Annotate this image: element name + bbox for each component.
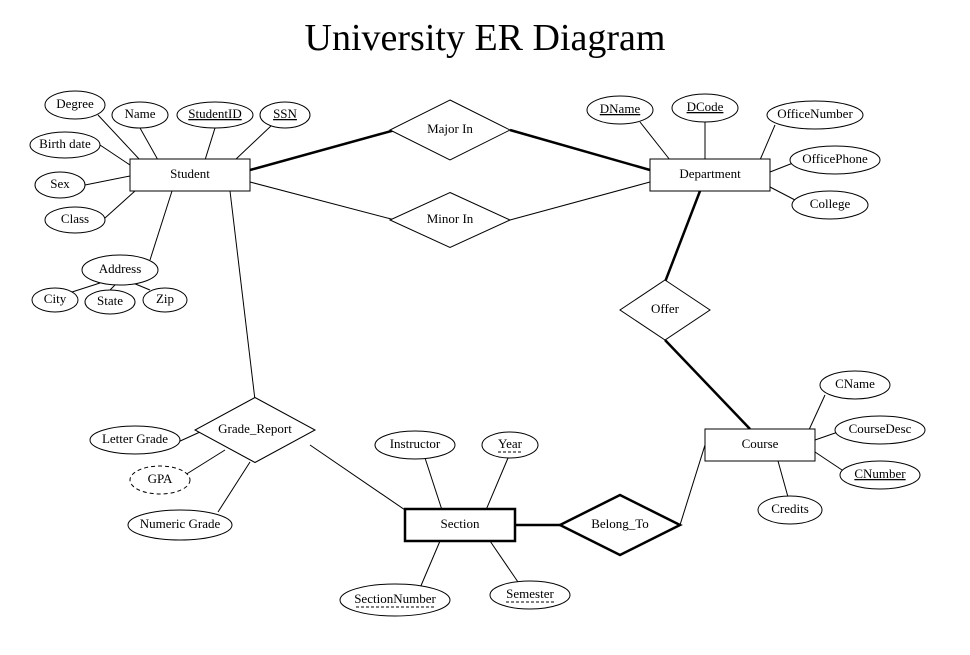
attribute-label-gpa: GPA [148,471,173,486]
edge [640,122,670,160]
attribute-label-officenumber: OfficeNumber [777,106,853,121]
attribute-label-year: Year [498,436,523,451]
edge [185,450,225,475]
edge [178,432,200,442]
attribute-label-semester: Semester [506,586,554,601]
edge [486,458,508,510]
edge [425,458,442,510]
attribute-label-city: City [44,291,67,306]
edge [770,187,795,200]
relationship-label-gradereport: Grade_Report [218,421,292,436]
entity-label-student: Student [170,166,210,181]
edge [510,182,650,220]
edge [490,541,518,582]
entity-label-department: Department [679,166,741,181]
edge [218,462,250,512]
attribute-label-instructor: Instructor [390,436,441,451]
attribute-label-numericgrade: Numeric Grade [140,516,221,531]
attribute-label-dname: DName [600,101,641,116]
edge [100,145,130,165]
edge [110,285,115,290]
attribute-label-address: Address [99,261,142,276]
edge [680,445,705,525]
edge [665,340,750,429]
edge [140,128,158,160]
diagram-title: University ER Diagram [305,17,666,59]
edge [85,176,130,185]
attribute-label-college: College [810,196,851,211]
edge [250,130,395,170]
attribute-label-credits: Credits [771,501,809,516]
edge [250,182,395,220]
attribute-label-sex: Sex [50,176,70,191]
attribute-label-lettergrade: Letter Grade [102,431,168,446]
attribute-label-coursedesc: CourseDesc [849,421,912,436]
relationship-label-belongto: Belong_To [591,516,649,531]
attribute-label-degree: Degree [56,96,94,111]
attribute-label-studentid: StudentID [188,106,241,121]
er-diagram: University ER Diagram Student Department C… [0,0,970,655]
attribute-label-sectionnumber: SectionNumber [354,591,436,606]
edge [235,125,272,160]
attribute-label-officephone: OfficePhone [802,151,868,166]
relationship-label-majorin: Major In [427,121,473,136]
relationship-label-offer: Offer [651,301,680,316]
edge [205,128,215,160]
attribute-label-zip: Zip [156,291,174,306]
edge [510,130,650,170]
entity-label-section: Section [441,516,480,531]
edge [665,191,700,282]
attribute-label-ssn: SSN [273,106,297,121]
edge [770,163,793,172]
edge [105,191,135,218]
entity-label-course: Course [742,436,779,451]
attribute-label-class: Class [61,211,89,226]
attribute-label-birthdate: Birth date [39,136,91,151]
edge [778,461,788,497]
attribute-label-dcode: DCode [687,99,724,114]
edge [150,191,172,260]
edge [815,452,842,470]
attribute-label-name: Name [124,106,155,121]
edge [72,283,100,292]
edge [808,395,825,432]
relationship-label-minorin: Minor In [427,211,474,226]
edge [815,432,838,440]
edge [230,191,255,400]
attribute-label-cnumber: CNumber [854,466,906,481]
attribute-label-cname: CName [835,376,875,391]
edge [420,541,440,588]
edge [760,125,775,160]
attribute-label-state: State [97,293,123,308]
